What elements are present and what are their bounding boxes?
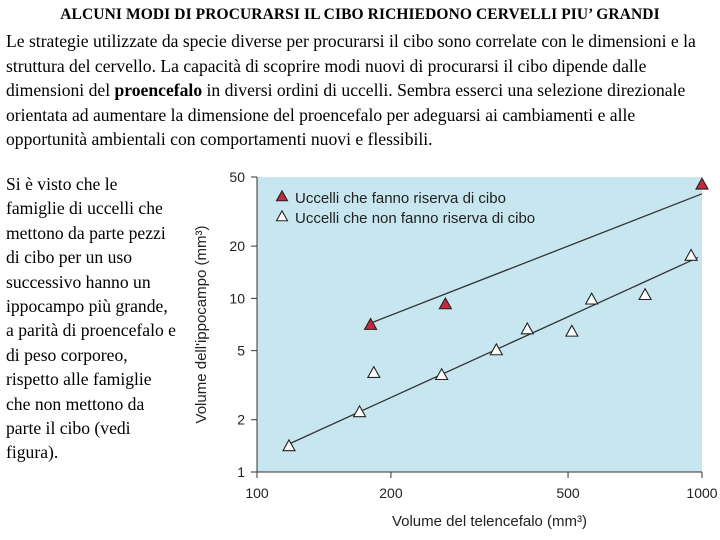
side-paragraph: Si è visto che le famiglie di uccelli ch… <box>6 174 176 463</box>
y-tick-label: 2 <box>237 412 245 428</box>
y-tick-label: 20 <box>229 238 245 254</box>
intro-text-end: in diversi ordini di uccelli. Sembra ess… <box>6 80 686 150</box>
legend-label-2: Uccelli che non fanno riserva di cibo <box>295 210 535 227</box>
slide-title: ALCUNI MODI DI PROCURARSI IL CIBO RICHIE… <box>60 6 660 23</box>
y-tick-label: 5 <box>237 343 245 359</box>
series-2-point <box>434 367 449 381</box>
series-2-point <box>282 438 296 452</box>
x-axis-label: Volume del telencefalo (mm³) <box>392 513 587 530</box>
series-1-point <box>695 177 709 190</box>
series-1-point <box>438 296 453 310</box>
y-axis-label: Volume dell'ippocampo (mm³) <box>193 226 210 424</box>
series-2-point <box>520 321 535 335</box>
x-tick-label: 1000 <box>686 485 717 501</box>
intro-text-start: Le strategie utilizzate da specie divers… <box>6 31 696 101</box>
y-tick-label: 10 <box>229 290 245 306</box>
series-1-regression-line <box>370 193 703 324</box>
plot-background <box>257 177 702 472</box>
x-tick-label: 200 <box>379 485 403 501</box>
x-tick-label: 500 <box>556 485 580 501</box>
series-1-point <box>363 317 378 330</box>
x-tick-label: 100 <box>245 485 269 501</box>
series-2-point <box>638 287 653 301</box>
series-2-point <box>489 342 504 356</box>
series-2-point <box>564 324 579 337</box>
y-tick-label: 1 <box>237 464 245 480</box>
series-2-point <box>352 404 367 418</box>
scatter-chart: 1 2 5 10 20 50 100 200 500 1000 Volume del telence… <box>193 169 718 530</box>
series-2-point <box>366 365 381 378</box>
intro-paragraph: Le strategie utilizzate da specie divers… <box>6 29 714 152</box>
series-2-point <box>584 292 599 305</box>
y-tick-label: 50 <box>229 169 245 185</box>
legend-label-1: Uccelli che fanno riserva di cibo <box>295 190 506 207</box>
intro-bold-term: proencefalo <box>114 80 203 101</box>
legend-marker-2 <box>275 209 289 222</box>
legend-marker-1 <box>275 189 289 202</box>
series-2-point <box>684 248 699 261</box>
